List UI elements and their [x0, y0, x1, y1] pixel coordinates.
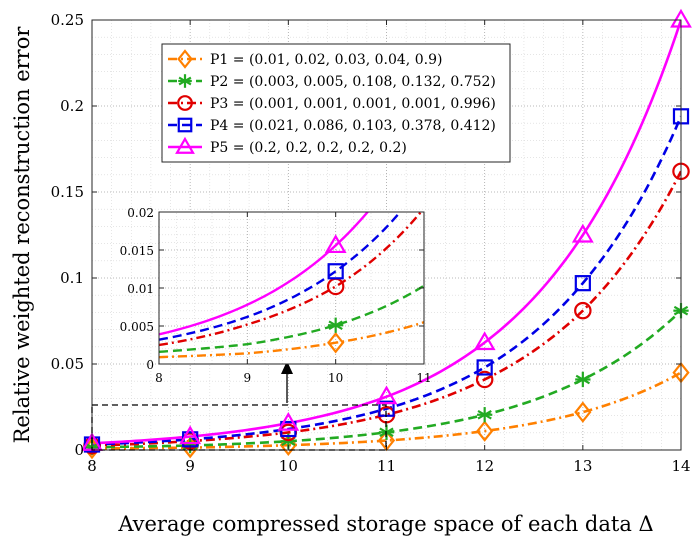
inset-markers — [324, 234, 347, 354]
y-tick-label: 0 — [146, 358, 154, 372]
triangle-marker — [175, 136, 195, 154]
zoom-region-box — [91, 404, 387, 451]
asterisk-marker — [178, 74, 192, 88]
x-tick-label: 9 — [185, 457, 195, 475]
inset-ticks: 8 9 10 11 0 0.005 0.01 0.015 0.02 — [120, 206, 432, 385]
inset-series-line-p4 — [159, 212, 402, 341]
inset-series-line-p2 — [159, 284, 424, 354]
asterisk-marker — [328, 317, 344, 333]
square-marker — [476, 359, 493, 376]
legend-label-p3: P3 = (0.001, 0.001, 0.001, 0.001, 0.996) — [210, 96, 496, 112]
y-tick-label: 0.005 — [120, 320, 154, 334]
x-tick-label: 8 — [155, 371, 163, 385]
x-tick-label: 8 — [87, 457, 97, 475]
inset-series-line-p5 — [159, 212, 370, 336]
x-tick-label: 14 — [671, 457, 690, 475]
x-tick-label: 12 — [475, 457, 494, 475]
diamond-marker — [574, 401, 592, 423]
square-marker — [574, 275, 591, 292]
square-marker — [327, 263, 344, 280]
x-tick-label: 13 — [573, 457, 592, 475]
inset-series-line-p3 — [159, 212, 423, 347]
legend: P1 = (0.01, 0.02, 0.03, 0.04, 0.9) P2 = (… — [161, 43, 511, 163]
y-tick-label: 0.01 — [127, 282, 154, 296]
triangle-marker — [473, 331, 496, 351]
y-tick-label: 0.2 — [60, 97, 84, 115]
series-line-p5 — [92, 20, 681, 445]
y-tick-label: 0.05 — [51, 355, 84, 373]
diamond-marker — [327, 331, 345, 354]
x-tick-label: 11 — [377, 457, 396, 475]
y-tick-label: 0.25 — [51, 11, 84, 29]
y-tick-label: 0.15 — [51, 183, 84, 201]
legend-label-p2: P2 = (0.003, 0.005, 0.108, 0.132, 0.752) — [210, 74, 496, 90]
legend-label-p4: P4 = (0.021, 0.086, 0.103, 0.378, 0.412) — [210, 118, 496, 134]
y-tick-label: 0.02 — [127, 206, 154, 220]
triangle-marker — [375, 385, 398, 405]
triangle-marker — [179, 425, 202, 445]
triangle-marker — [324, 234, 347, 254]
circle-marker — [574, 301, 592, 320]
x-tick-label: 9 — [244, 371, 252, 385]
x-tick-label: 10 — [279, 457, 298, 475]
y-tick-label: 0.1 — [60, 269, 84, 287]
inset-grid — [158, 211, 425, 365]
diamond-marker — [177, 49, 193, 69]
legend-label-p1: P1 = (0.01, 0.02, 0.03, 0.04, 0.9) — [210, 52, 442, 68]
circle-marker — [177, 95, 193, 111]
y-tick-label: 0.015 — [120, 244, 154, 258]
x-tick-label: 10 — [328, 371, 343, 385]
main-ticks: 8 9 10 11 12 13 14 0 0.05 0.1 0.15 0.2 0.25 — [51, 11, 691, 475]
circle-marker — [475, 370, 494, 389]
inset-series-line-p1 — [159, 321, 424, 359]
zoom-arrow-head — [281, 361, 293, 374]
legend-label-p5: P5 = (0.2, 0.2, 0.2, 0.2, 0.2) — [210, 140, 407, 156]
triangle-marker — [277, 411, 300, 431]
x-axis-label: Average compressed storage space of each… — [117, 512, 653, 536]
y-axis-label: Relative weighted reconstruction error — [10, 26, 34, 444]
x-tick-label: 11 — [416, 371, 431, 385]
square-marker — [177, 117, 193, 133]
y-tick-label: 0 — [74, 441, 84, 459]
asterisk-marker — [575, 371, 591, 388]
diamond-marker — [476, 420, 494, 442]
inset-chart: 8 9 10 11 0 0.005 0.01 0.015 0.02 — [120, 206, 432, 385]
inset-series — [159, 212, 424, 359]
legend-box — [161, 43, 511, 163]
asterisk-marker — [477, 407, 493, 423]
triangle-marker — [571, 223, 594, 243]
